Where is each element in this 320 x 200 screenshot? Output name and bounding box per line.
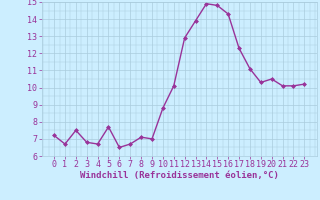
X-axis label: Windchill (Refroidissement éolien,°C): Windchill (Refroidissement éolien,°C) [80, 171, 279, 180]
